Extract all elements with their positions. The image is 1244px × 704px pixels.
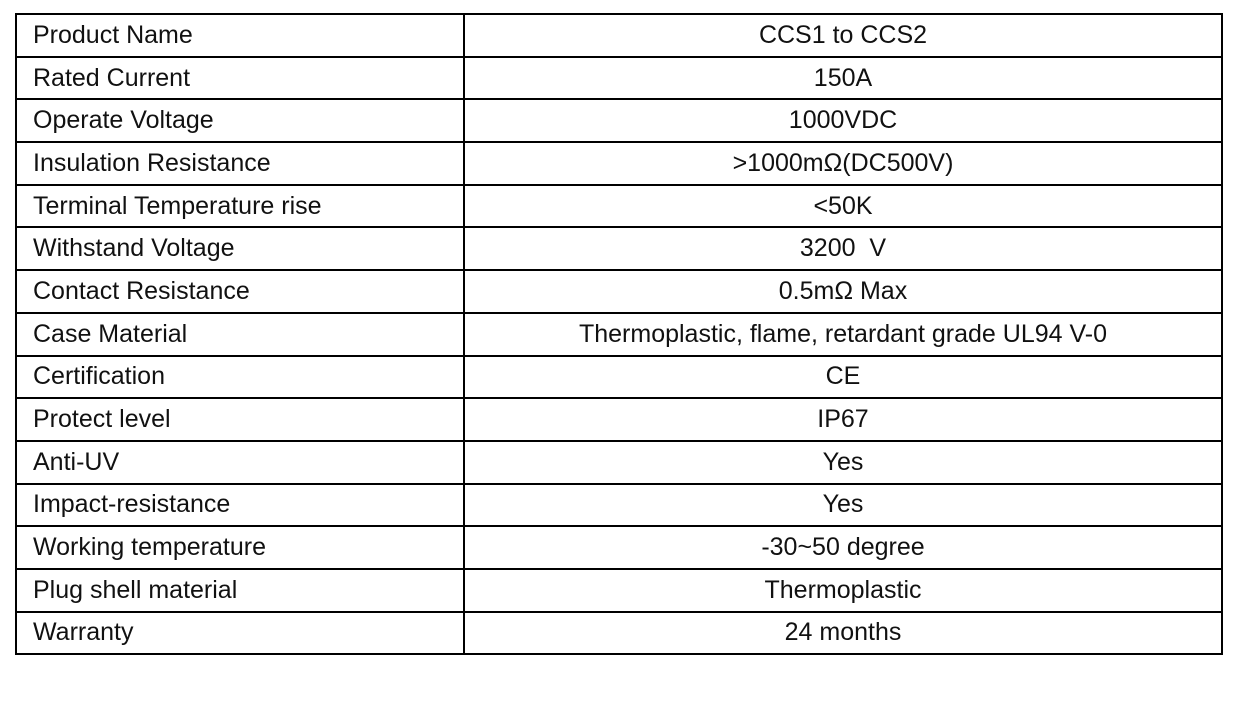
spec-value: 150A: [463, 55, 1223, 101]
spec-name: Protect level: [15, 397, 465, 442]
spec-row: Protect level IP67: [15, 397, 1223, 442]
spec-row: Contact Resistance 0.5mΩ Max: [15, 269, 1223, 314]
spec-row: Working temperature -30~50 degree: [15, 525, 1223, 570]
spec-value: Thermoplastic: [463, 567, 1223, 613]
spec-value: 3200 V: [463, 226, 1223, 272]
spec-name: Impact-resistance: [15, 482, 465, 528]
spec-name: Plug shell material: [15, 567, 465, 613]
spec-name: Insulation Resistance: [15, 141, 465, 186]
spec-name: Rated Current: [15, 55, 465, 101]
spec-value: 24 months: [463, 610, 1223, 656]
spec-row: Warranty 24 months: [15, 610, 1223, 656]
spec-row: Certification CE: [15, 354, 1223, 400]
spec-value: 0.5mΩ Max: [463, 269, 1223, 314]
spec-value: CCS1 to CCS2: [463, 13, 1223, 58]
spec-name: Anti-UV: [15, 439, 465, 485]
spec-value: Thermoplastic, flame, retardant grade UL…: [463, 311, 1223, 357]
spec-table: Product Name CCS1 to CCS2 Rated Current 150…: [15, 13, 1223, 656]
spec-value: IP67: [463, 397, 1223, 442]
spec-name: Working temperature: [15, 525, 465, 570]
spec-value: -30~50 degree: [463, 525, 1223, 570]
spec-name: Case Material: [15, 311, 465, 357]
spec-row: Product Name CCS1 to CCS2: [15, 13, 1223, 58]
spec-row: Operate Voltage 1000VDC: [15, 98, 1223, 144]
spec-name: Operate Voltage: [15, 98, 465, 144]
spec-row: Terminal Temperature rise <50K: [15, 183, 1223, 229]
spec-value: 1000VDC: [463, 98, 1223, 144]
spec-row: Rated Current 150A: [15, 55, 1223, 101]
spec-row: Withstand Voltage 3200 V: [15, 226, 1223, 272]
spec-name: Contact Resistance: [15, 269, 465, 314]
spec-name: Product Name: [15, 13, 465, 58]
spec-name: Warranty: [15, 610, 465, 656]
spec-row: Anti-UV Yes: [15, 439, 1223, 485]
spec-row: Impact-resistance Yes: [15, 482, 1223, 528]
spec-value: Yes: [463, 482, 1223, 528]
spec-row: Case Material Thermoplastic, flame, retar…: [15, 311, 1223, 357]
spec-row: Insulation Resistance >1000mΩ(DC500V): [15, 141, 1223, 186]
spec-name: Certification: [15, 354, 465, 400]
spec-value: >1000mΩ(DC500V): [463, 141, 1223, 186]
spec-row: Plug shell material Thermoplastic: [15, 567, 1223, 613]
spec-value: CE: [463, 354, 1223, 400]
spec-name: Terminal Temperature rise: [15, 183, 465, 229]
spec-value: <50K: [463, 183, 1223, 229]
spec-name: Withstand Voltage: [15, 226, 465, 272]
spec-value: Yes: [463, 439, 1223, 485]
